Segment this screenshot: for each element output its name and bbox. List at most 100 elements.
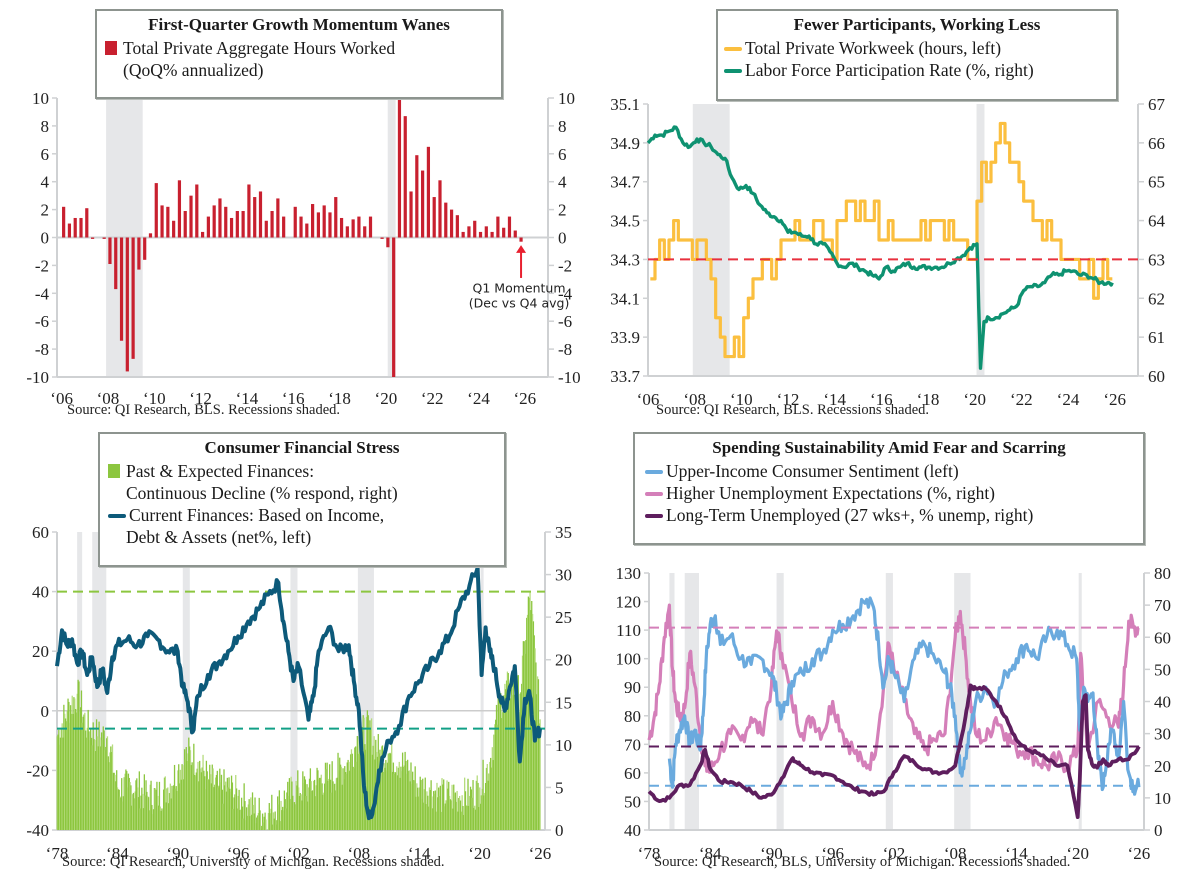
area-bar: [428, 787, 431, 830]
area-bar: [236, 808, 239, 830]
area-bar: [109, 752, 111, 830]
bar: [455, 215, 459, 238]
area-bar: [87, 709, 89, 830]
area-bar: [273, 818, 275, 830]
chart-panel-1: 33.7 33.9 34.1 34.3 34.5 34.7 34.9 35.1 60 61 62 63…: [610, 95, 1165, 418]
bar: [444, 202, 448, 238]
area-bar: [155, 789, 157, 830]
area-bar: [473, 807, 475, 830]
area-bar: [432, 791, 435, 830]
area-bar: [414, 766, 416, 830]
bar: [125, 237, 129, 372]
area-bar: [124, 773, 126, 830]
area-bar: [294, 804, 296, 830]
area-bar: [138, 771, 140, 830]
bar: [154, 183, 158, 238]
x-tick-label: ‘26: [529, 844, 552, 863]
area-bar: [319, 777, 322, 830]
area-bar: [137, 797, 140, 830]
bar: [183, 210, 187, 238]
area-bar: [112, 772, 114, 830]
area-bar: [495, 719, 497, 830]
bar: [270, 210, 274, 238]
area-bar: [508, 697, 510, 830]
area-bar: [95, 719, 98, 830]
area-bar: [339, 764, 342, 830]
recession-band: [182, 532, 190, 830]
area-bar: [489, 761, 491, 830]
chart-panel-2: -40 -20 0 20 40 60 0 5 10 15 20 25 30 35 ‘78 ‘84 ‘90 ‘96 ‘…: [26, 523, 572, 870]
area-bar: [486, 764, 488, 830]
area-bar: [510, 680, 513, 830]
area-bar: [421, 798, 423, 830]
area-bar: [391, 771, 394, 830]
area-bar: [143, 774, 146, 830]
area-bar: [224, 785, 226, 830]
area-bar: [264, 812, 266, 830]
area-bar: [300, 794, 302, 830]
area-bar: [412, 771, 414, 830]
area-bar: [149, 784, 151, 830]
x-tick-label: ‘20: [963, 390, 986, 409]
source-note: Source: QI Research, University of Michi…: [62, 854, 445, 870]
recession-band: [77, 532, 83, 830]
area-bar: [247, 804, 249, 830]
area-bar: [336, 777, 338, 830]
area-bar: [535, 662, 537, 830]
y2-tick-label: 70: [1154, 596, 1171, 615]
bar: [368, 216, 373, 238]
area-bar: [238, 789, 240, 830]
area-bar: [395, 772, 397, 830]
area-bar: [435, 811, 437, 830]
area-bar: [210, 783, 213, 830]
area-bar: [410, 762, 412, 830]
area-bar: [58, 729, 60, 830]
area-bar: [279, 821, 281, 830]
bar: [189, 195, 193, 238]
x-tick-label: ‘10: [143, 389, 166, 408]
area-bar: [161, 808, 163, 830]
area-bar: [487, 780, 489, 830]
y-tick-label: 20: [32, 642, 49, 661]
area-bar: [102, 726, 104, 830]
area-bar: [493, 734, 495, 830]
area-bar: [283, 790, 286, 830]
bar: [293, 206, 297, 238]
y-tick-label: 2: [41, 201, 50, 220]
area-bar: [431, 796, 433, 830]
area-bar: [497, 697, 499, 830]
area-bar: [335, 778, 338, 830]
area-bar: [278, 790, 280, 830]
area-bar: [207, 778, 209, 830]
area-bar: [385, 760, 387, 830]
area-bar: [263, 816, 265, 830]
y2-tick-label: 35: [555, 523, 572, 542]
area-bar: [167, 787, 169, 830]
area-bar: [499, 702, 501, 830]
area-bar: [420, 780, 422, 830]
area-bar: [354, 747, 356, 830]
area-bar: [254, 797, 256, 830]
area-bar: [276, 820, 278, 830]
area-bar: [86, 727, 88, 830]
y2-tick-label: 30: [555, 566, 572, 585]
area-bar: [386, 770, 388, 830]
area-bar: [230, 791, 232, 830]
area-bar: [444, 803, 447, 830]
x-tick-label: ‘16: [282, 389, 305, 408]
area-bar: [166, 788, 168, 830]
legend-line-icon: [645, 492, 663, 496]
area-bar: [199, 760, 201, 830]
area-bar: [157, 795, 159, 830]
y2-tick-label: 64: [1148, 212, 1166, 231]
area-bar: [100, 732, 103, 830]
bar: [449, 209, 454, 238]
bar: [409, 191, 413, 238]
x-tick-label: ‘84: [699, 844, 722, 863]
legend-line-icon: [645, 514, 663, 518]
y2-tick-label: 61: [1148, 328, 1165, 347]
area-bar: [398, 761, 400, 830]
area-bar: [56, 736, 58, 830]
y2-tick-label: 65: [1148, 173, 1165, 192]
